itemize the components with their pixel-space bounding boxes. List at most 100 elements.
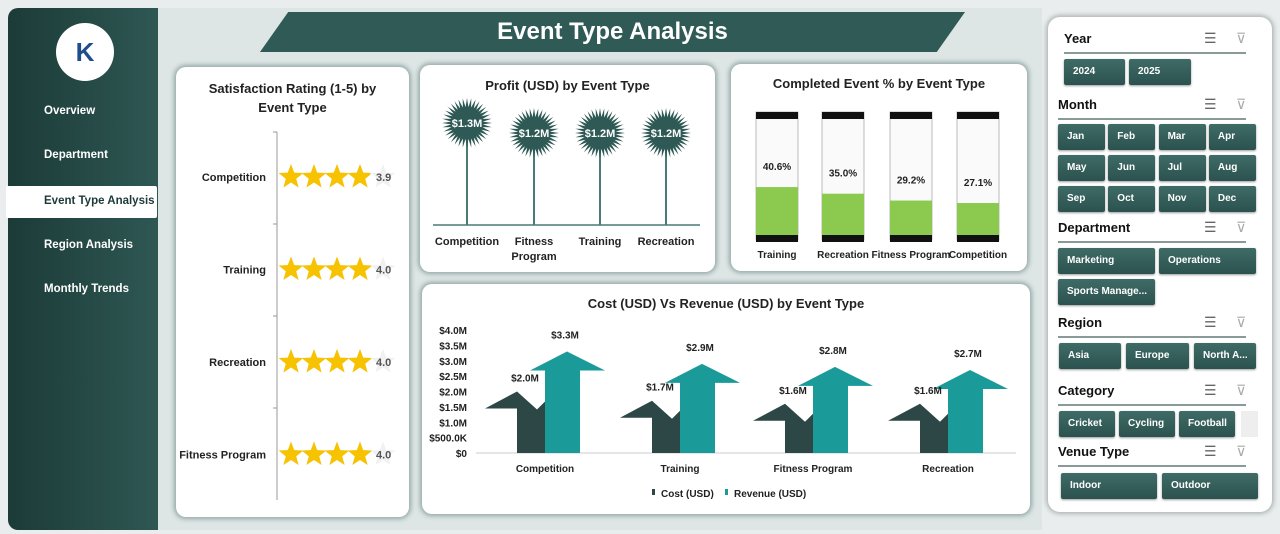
cost-label: $2.0M [511, 374, 539, 385]
slicer-scroll-placeholder [1241, 411, 1258, 437]
category-label: Training [579, 236, 622, 248]
starburst-marker [575, 108, 625, 158]
data-label: 27.1% [964, 178, 992, 189]
slicer-button[interactable]: Marketing [1058, 248, 1155, 274]
y-tick-label: $0 [456, 449, 468, 460]
page-title-banner: Event Type Analysis [260, 12, 965, 52]
slicer-button[interactable]: Asia [1059, 343, 1121, 369]
cylinder-cap [822, 235, 864, 242]
empty-star-icon [370, 256, 396, 280]
slicer-divider [1058, 118, 1246, 120]
slicer-title: Department [1058, 220, 1131, 235]
nav-region-analysis[interactable]: Region Analysis [44, 239, 134, 251]
chart-title: Cost (USD) Vs Revenue (USD) by Event Typ… [587, 296, 865, 311]
star-icon [301, 164, 327, 188]
slicer-button[interactable]: Europe [1126, 343, 1189, 369]
slicer-button[interactable]: Sports Manage... [1058, 279, 1155, 305]
nav-department[interactable]: Department [44, 149, 108, 161]
slicer-divider [1058, 336, 1246, 338]
slicer-button[interactable]: Jul [1158, 155, 1206, 181]
slicer-button[interactable]: Outdoor [1162, 473, 1258, 499]
slicer-button[interactable]: Jan [1058, 124, 1105, 150]
data-label: 40.6% [763, 162, 791, 173]
category-label: Training [223, 265, 266, 277]
slicer-button[interactable]: North A... [1194, 343, 1256, 369]
satisfaction-chart: Competition 3.9 Training 4.0 Recreation 4.0 Fi… [179, 131, 396, 500]
clear-filter-icon[interactable]: ⊽ [1236, 30, 1247, 46]
slicer-button[interactable]: Sep [1058, 186, 1105, 212]
multi-select-icon[interactable]: ☰ [1204, 314, 1217, 330]
slicer-title: Month [1058, 97, 1097, 112]
slicer-button[interactable]: Oct [1108, 186, 1156, 212]
star-icon [324, 256, 350, 280]
y-tick-label: $4.0M [439, 326, 467, 337]
star-icon [347, 256, 373, 280]
category-label: Fitness Program [774, 464, 853, 475]
clear-filter-icon[interactable]: ⊽ [1236, 382, 1247, 398]
nav-overview[interactable]: Overview [44, 105, 96, 117]
star-icon [278, 256, 304, 280]
slicer-button[interactable]: 2024 [1064, 59, 1125, 85]
clear-filter-icon[interactable]: ⊽ [1236, 443, 1247, 459]
y-tick-label: $1.5M [439, 403, 467, 414]
slicer-button[interactable]: Football [1179, 411, 1235, 437]
starburst-marker [509, 108, 559, 158]
star-icon [301, 441, 327, 465]
multi-select-icon[interactable]: ☰ [1204, 382, 1217, 398]
slicer-button[interactable]: Aug [1208, 155, 1256, 181]
y-tick-label: $3.0M [439, 357, 467, 368]
slicer-title: Region [1058, 315, 1103, 330]
rating-value: 4.0 [376, 357, 391, 369]
slicer-button[interactable]: May [1058, 155, 1105, 181]
multi-select-icon[interactable]: ☰ [1204, 30, 1217, 46]
clear-filter-icon[interactable]: ⊽ [1236, 219, 1247, 235]
fill-bar [890, 200, 932, 235]
category-label: Competition [202, 172, 266, 184]
star-icon [324, 441, 350, 465]
slicer-button[interactable]: Feb [1108, 124, 1156, 150]
revenue-arrow [933, 369, 1008, 453]
star-icon [347, 441, 373, 465]
logo: K [56, 23, 114, 81]
nav-event-type-analysis[interactable]: Event Type Analysis [6, 186, 157, 218]
empty-star-icon [370, 164, 396, 188]
slicer-button[interactable]: Indoor [1061, 473, 1157, 499]
multi-select-icon[interactable]: ☰ [1204, 96, 1217, 112]
cost-arrow [753, 403, 813, 453]
cost-arrow [620, 400, 680, 453]
nav-monthly-trends[interactable]: Monthly Trends [44, 283, 129, 295]
slicer-button[interactable]: Cycling [1119, 411, 1175, 437]
cost-label: $1.6M [914, 386, 942, 397]
slicer-button[interactable]: 2025 [1129, 59, 1191, 85]
slicer-button[interactable]: Dec [1208, 186, 1256, 212]
star-icon [324, 164, 350, 188]
slicer-button[interactable]: Cricket [1059, 411, 1115, 437]
star-icon [278, 349, 304, 373]
data-label: 35.0% [829, 169, 857, 180]
slicer-button[interactable]: Apr [1208, 124, 1256, 150]
slicer-divider [1058, 404, 1246, 406]
revenue-arrow [530, 351, 605, 453]
data-label: $1.2M [519, 128, 550, 140]
slicer-button[interactable]: Jun [1108, 155, 1156, 181]
fill-bar [822, 193, 864, 235]
clear-filter-icon[interactable]: ⊽ [1236, 96, 1247, 112]
profit-panel: Profit (USD) by Event Type $1.3M Competit… [420, 65, 715, 272]
multi-select-icon[interactable]: ☰ [1204, 219, 1217, 235]
cost-label: $1.7M [646, 383, 674, 394]
slicer-button[interactable]: Mar [1158, 124, 1206, 150]
cost-arrow [888, 403, 948, 453]
slicer-button[interactable]: Operations [1159, 248, 1256, 274]
cost-label: $1.6M [779, 386, 807, 397]
data-label: $1.2M [651, 128, 682, 140]
category-label: Competition [949, 250, 1007, 261]
satisfaction-panel: Satisfaction Rating (1-5) by Event Type … [176, 67, 409, 517]
completed-chart: 40.6% Training 35.0% Recreation 29.2% Fitness… [755, 111, 1007, 261]
logo-text: K [75, 36, 95, 67]
clear-filter-icon[interactable]: ⊽ [1236, 314, 1247, 330]
slicer-divider [1058, 241, 1246, 243]
cylinder-cap [822, 112, 864, 119]
slicer-button[interactable]: Nov [1158, 186, 1206, 212]
category-label: Program [511, 251, 556, 263]
multi-select-icon[interactable]: ☰ [1204, 443, 1217, 459]
